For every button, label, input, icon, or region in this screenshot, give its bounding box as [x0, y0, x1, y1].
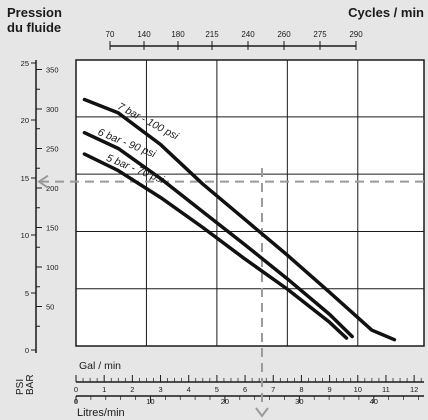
gal-tick-label: 2 — [130, 385, 134, 394]
psi-tick-label: 150 — [46, 223, 59, 232]
gal-tick-label: 11 — [382, 385, 390, 394]
gal-tick-label: 7 — [271, 385, 275, 394]
litres-tick-label: 30 — [295, 397, 303, 406]
cycles-tick-label: 290 — [349, 30, 363, 39]
bar-tick-label: 25 — [21, 59, 29, 68]
x-axis-litres: 0 10 20 30 40 — [74, 395, 424, 406]
psi-tick-label: 350 — [46, 65, 59, 74]
series-line — [82, 97, 397, 342]
y-psi-label: PSI — [15, 379, 26, 395]
reference-crosshair — [37, 168, 424, 418]
psi-tick-label: 50 — [46, 302, 54, 311]
x-litres-label: Litres/min — [77, 407, 125, 419]
gal-tick-label: 0 — [74, 385, 78, 394]
bar-tick-label: 10 — [21, 231, 29, 240]
gal-tick-label: 4 — [187, 385, 191, 394]
cycles-tick-label: 260 — [277, 30, 291, 39]
litres-tick-label: 20 — [221, 397, 229, 406]
gal-tick-label: 10 — [354, 385, 362, 394]
gal-tick-label: 9 — [328, 385, 332, 394]
litres-tick-label: 0 — [74, 397, 78, 406]
gal-tick-label: 5 — [215, 385, 219, 394]
cycles-tick-label: 70 — [106, 30, 115, 39]
gal-tick-label: 3 — [158, 385, 162, 394]
y-bar-label: BAR — [25, 374, 36, 395]
cycles-tick-label: 215 — [205, 30, 219, 39]
y-axis: 0 5 10 15 20 25 50 100 150 200 250 300 350 — [21, 59, 59, 355]
title-left-line-2: du fluide — [7, 20, 61, 35]
cycles-tick-label: 180 — [171, 30, 185, 39]
series-line — [82, 130, 354, 339]
cycles-tick-label: 275 — [313, 30, 327, 39]
series-line — [82, 152, 349, 340]
psi-tick-label: 100 — [46, 263, 59, 272]
cycles-axis: 70 140 180 215 240 260 275 290 — [106, 30, 363, 50]
psi-tick-label: 200 — [46, 184, 59, 193]
litres-tick-label: 40 — [370, 397, 378, 406]
arrow-down-icon — [255, 407, 269, 418]
gal-tick-label: 12 — [410, 385, 418, 394]
x-gal-label: Gal / min — [79, 360, 121, 372]
title-right: Cycles / min — [348, 5, 424, 20]
litres-tick-label: 10 — [146, 397, 154, 406]
gal-tick-label: 6 — [243, 385, 247, 394]
psi-tick-label: 300 — [46, 105, 59, 114]
cycles-tick-label: 240 — [241, 30, 255, 39]
gal-tick-label: 8 — [299, 385, 303, 394]
title-left-line-1: Pression — [7, 5, 62, 20]
gal-tick-label: 1 — [102, 385, 106, 394]
bar-tick-label: 0 — [25, 346, 29, 355]
bar-tick-label: 15 — [21, 174, 29, 183]
psi-tick-label: 250 — [46, 144, 59, 153]
bar-tick-label: 5 — [25, 289, 29, 298]
x-axis-gal: 0 1 2 3 4 5 6 7 8 9 10 11 12 — [74, 375, 424, 394]
plot-area — [75, 59, 425, 347]
cycles-tick-label: 140 — [137, 30, 151, 39]
bar-tick-label: 20 — [21, 116, 29, 125]
grid-lines — [76, 60, 424, 346]
plot-background — [75, 59, 425, 347]
arrow-left-icon — [37, 174, 49, 189]
